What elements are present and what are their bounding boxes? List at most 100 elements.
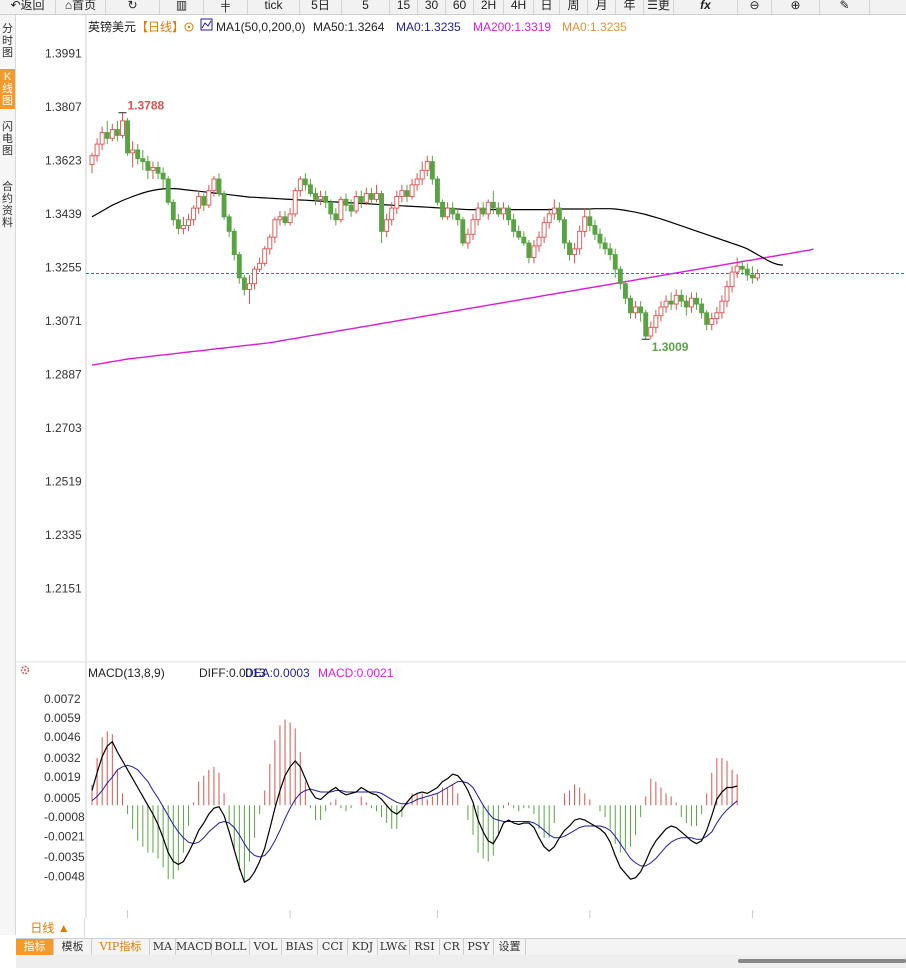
toolbar-button-21[interactable]: ✎ bbox=[820, 0, 870, 14]
candle-body bbox=[460, 219, 466, 244]
draw-pen-icon: ✎ bbox=[839, 0, 850, 12]
candle-body bbox=[389, 207, 395, 221]
price-chart[interactable]: 1.3991 1.3807 1.3623 1.3439 1.3255 1.3071 1.28… bbox=[0, 0, 906, 918]
period-selector-button[interactable]: 日线 ▲ bbox=[16, 918, 85, 938]
indicator-tab-5[interactable]: BOLL bbox=[212, 939, 250, 955]
toolbar-button-14[interactable]: 周 bbox=[560, 0, 588, 14]
candle-body bbox=[480, 207, 486, 215]
candle-body bbox=[89, 155, 95, 165]
candle-body bbox=[318, 196, 324, 200]
toolbar-button-5[interactable]: tick bbox=[248, 0, 300, 14]
macd-tick-label: 0.0032 bbox=[44, 751, 81, 765]
indicator-tab-2[interactable]: VIP指标 bbox=[92, 939, 150, 955]
indicator-tab-10[interactable]: LW& bbox=[378, 939, 410, 955]
candle-body bbox=[704, 312, 710, 325]
candle-body bbox=[114, 129, 120, 136]
candle-body bbox=[490, 201, 496, 209]
indicator-tab-6[interactable]: VOL bbox=[250, 939, 282, 955]
indicator-tab-1[interactable]: 模板 bbox=[54, 939, 92, 955]
toolbar-label: 60 bbox=[452, 0, 467, 12]
settings-gear-icon[interactable] bbox=[20, 665, 30, 675]
candle-body bbox=[140, 158, 146, 163]
toolbar-button-7[interactable]: 5 bbox=[342, 0, 390, 14]
candle-icon: ╪ bbox=[221, 0, 230, 12]
candle-body bbox=[450, 207, 456, 215]
candle-body bbox=[495, 207, 501, 215]
indicator-tab-4[interactable]: MACD bbox=[176, 939, 213, 955]
candle-body bbox=[414, 178, 420, 186]
candle-body bbox=[155, 166, 161, 174]
candle-body bbox=[709, 318, 715, 325]
refresh-icon: ↻ bbox=[127, 0, 138, 12]
indicator-tab-3[interactable]: MA bbox=[150, 939, 176, 955]
dea-line bbox=[91, 764, 738, 867]
toolbar-button-16[interactable]: 年 bbox=[616, 0, 644, 14]
toolbar-button-20[interactable]: ⊕ bbox=[772, 0, 820, 14]
candle-body bbox=[399, 190, 405, 197]
candle-body bbox=[719, 300, 725, 314]
toolbar-button-6[interactable]: 5日 bbox=[300, 0, 342, 14]
toolbar-button-0[interactable]: ↶返回 bbox=[0, 0, 56, 14]
price-tick-label: 1.2887 bbox=[45, 368, 82, 382]
toolbar-button-18[interactable]: fx bbox=[674, 0, 738, 14]
toolbar-button-8[interactable]: 15 bbox=[390, 0, 418, 14]
candle-body bbox=[135, 149, 141, 160]
visibility-icon[interactable] bbox=[184, 22, 194, 32]
toolbar-button-9[interactable]: 30 bbox=[418, 0, 446, 14]
toolbar-button-15[interactable]: 月 bbox=[588, 0, 616, 14]
indicator-tab-9[interactable]: KDJ bbox=[348, 939, 378, 955]
candle-body bbox=[475, 207, 481, 221]
candle-body bbox=[506, 207, 512, 221]
toolbar-button-2[interactable]: ↻ bbox=[106, 0, 160, 14]
zoom-out-icon: ⊖ bbox=[749, 0, 760, 12]
toolbar-label: 更多 bbox=[657, 0, 670, 12]
macd-tick-label: 0.0046 bbox=[44, 730, 81, 744]
sidebar-tab-1[interactable]: K线图 bbox=[0, 69, 15, 109]
high-price-label: 1.3788 bbox=[127, 99, 164, 113]
toolbar-button-19[interactable]: ⊖ bbox=[738, 0, 772, 14]
candle-body bbox=[211, 178, 217, 192]
toolbar-button-4[interactable]: ╪ bbox=[204, 0, 248, 14]
candle-body bbox=[267, 236, 273, 250]
indicator-tab-13[interactable]: PSY bbox=[464, 939, 494, 955]
sidebar-tab-0[interactable]: 分时图 bbox=[2, 23, 13, 59]
indicator-icon-line bbox=[201, 20, 212, 29]
toolbar-label: tick bbox=[264, 0, 283, 12]
horizontal-scrollbar[interactable] bbox=[16, 955, 906, 968]
toolbar-button-11[interactable]: 2H bbox=[474, 0, 504, 14]
candle-body bbox=[252, 268, 258, 285]
candle-body bbox=[602, 242, 608, 250]
indicator-tab-0[interactable]: 指标 bbox=[16, 939, 54, 955]
candle-body bbox=[333, 213, 339, 221]
toolbar-button-13[interactable]: 日 bbox=[534, 0, 560, 14]
toolbar-button-1[interactable]: ⌂首页 bbox=[56, 0, 106, 14]
settings-gear-icon-center bbox=[24, 669, 26, 671]
sidebar-tab-2[interactable]: 闪电图 bbox=[2, 121, 13, 157]
candle-body bbox=[739, 265, 745, 270]
candle-body bbox=[434, 178, 440, 203]
macd-tick-label: -0.0035 bbox=[44, 850, 85, 864]
candle-body bbox=[638, 306, 644, 314]
candle-body bbox=[221, 193, 227, 218]
indicator-tab-12[interactable]: CR bbox=[440, 939, 464, 955]
candle-body bbox=[120, 120, 125, 136]
sidebar-tab-3[interactable]: 合约资料 bbox=[2, 181, 13, 229]
toolbar-button-17[interactable]: ☰更多 bbox=[644, 0, 674, 14]
toolbar-button-12[interactable]: 4H bbox=[504, 0, 534, 14]
candle-body bbox=[297, 178, 303, 192]
candle-body bbox=[226, 216, 232, 232]
toolbar-button-3[interactable]: ▥ bbox=[160, 0, 204, 14]
indicator-tab-14[interactable]: 设置 bbox=[494, 939, 526, 955]
toolbar-button-10[interactable]: 60 bbox=[446, 0, 474, 14]
candle-body bbox=[673, 294, 679, 305]
indicator-tab-7[interactable]: BIAS bbox=[282, 939, 318, 955]
indicator-tab-8[interactable]: CCI bbox=[318, 939, 348, 955]
diff-line bbox=[91, 740, 738, 884]
scrollbar-thumb[interactable] bbox=[738, 959, 906, 963]
candle-body bbox=[445, 207, 451, 218]
candle-body bbox=[216, 178, 222, 195]
indicator-tab-11[interactable]: RSI bbox=[410, 939, 440, 955]
candle-body bbox=[130, 149, 136, 154]
candle-body bbox=[125, 120, 131, 154]
